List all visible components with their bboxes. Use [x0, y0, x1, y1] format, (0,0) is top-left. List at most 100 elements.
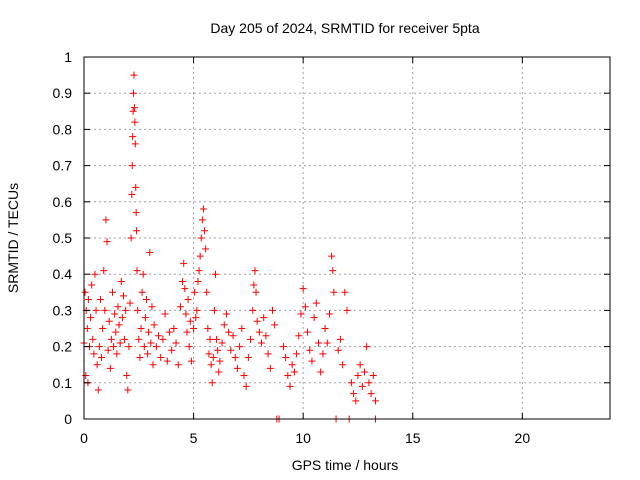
data-point [220, 321, 228, 329]
data-point [161, 310, 169, 318]
data-point [212, 270, 219, 278]
data-point [83, 325, 91, 332]
data-point [250, 281, 258, 289]
data-point [238, 325, 246, 332]
data-point [242, 382, 250, 390]
data-point [113, 350, 121, 358]
data-point [99, 325, 107, 332]
data-point [122, 306, 130, 314]
data-point [203, 288, 211, 296]
data-point [105, 317, 113, 325]
data-point [260, 314, 268, 322]
data-point [199, 205, 207, 213]
data-point [147, 339, 155, 347]
data-point [93, 361, 101, 369]
data-point [185, 343, 193, 351]
data-point [297, 310, 305, 318]
data-point [295, 332, 303, 340]
data-point [236, 343, 244, 351]
data-point [135, 335, 143, 343]
data-point [193, 306, 201, 314]
data-point [155, 332, 163, 340]
data-point [133, 267, 141, 275]
data-point [231, 353, 239, 361]
data-point [104, 346, 112, 354]
data-point [365, 379, 373, 387]
data-point [183, 328, 191, 336]
data-point [102, 216, 110, 224]
data-point [95, 343, 103, 351]
data-point [201, 227, 209, 235]
data-point [209, 353, 217, 361]
data-point [286, 382, 294, 390]
data-point [202, 245, 210, 253]
data-point [367, 390, 375, 398]
data-point [308, 357, 316, 365]
data-point [266, 364, 274, 372]
data-point [222, 310, 230, 318]
data-point [264, 350, 272, 358]
data-point [369, 372, 377, 380]
data-point [181, 285, 189, 293]
data-point [258, 339, 266, 347]
y-tick-label: 0.1 [53, 375, 73, 391]
y-tick-label: 0.9 [53, 85, 73, 101]
data-point [227, 346, 235, 354]
data-point [146, 248, 154, 256]
data-point [192, 314, 200, 322]
data-point [268, 306, 276, 314]
data-point [127, 234, 135, 242]
data-point [182, 310, 190, 318]
y-tick-label: 1 [64, 49, 72, 65]
grid-lines [84, 57, 610, 419]
data-point [347, 379, 355, 387]
data-point [301, 303, 309, 311]
data-point [310, 314, 318, 322]
data-point [118, 314, 126, 322]
data-point [329, 267, 337, 275]
data-point [229, 332, 237, 340]
data-point [249, 306, 257, 314]
data-point [119, 292, 127, 300]
data-point [288, 361, 296, 369]
data-point [284, 372, 292, 380]
data-point [139, 270, 147, 278]
x-tick-label: 10 [295, 430, 311, 446]
data-point [282, 353, 290, 361]
data-point [240, 372, 248, 380]
data-point [271, 321, 279, 329]
data-point [131, 140, 139, 148]
x-axis-label: GPS time / hours [292, 457, 399, 473]
data-point [92, 306, 100, 314]
data-point [321, 325, 329, 332]
data-point [190, 325, 198, 332]
data-point [134, 306, 142, 314]
data-point [111, 310, 119, 318]
data-point [89, 335, 97, 343]
data-point [210, 306, 218, 314]
data-point [128, 162, 136, 170]
data-point [172, 339, 180, 347]
data-point [206, 335, 214, 343]
data-point [91, 270, 99, 278]
data-point [247, 335, 255, 343]
data-point [174, 361, 182, 369]
data-point [141, 314, 149, 322]
data-point [130, 89, 138, 97]
data-point [251, 267, 259, 275]
data-point [253, 317, 261, 325]
data-point [328, 252, 336, 260]
data-point [145, 328, 153, 336]
data-point [186, 317, 194, 325]
data-point [132, 209, 140, 217]
data-point [218, 339, 226, 347]
data-point [98, 353, 106, 361]
data-point [352, 397, 360, 405]
data-point [112, 328, 120, 336]
data-point [130, 71, 138, 79]
data-point [142, 296, 150, 304]
axis-tick-labels: 00.10.20.30.40.50.60.70.80.910 5 10 15 20 [53, 49, 531, 446]
data-point [323, 339, 331, 347]
data-point [129, 107, 137, 115]
data-point [204, 325, 212, 332]
